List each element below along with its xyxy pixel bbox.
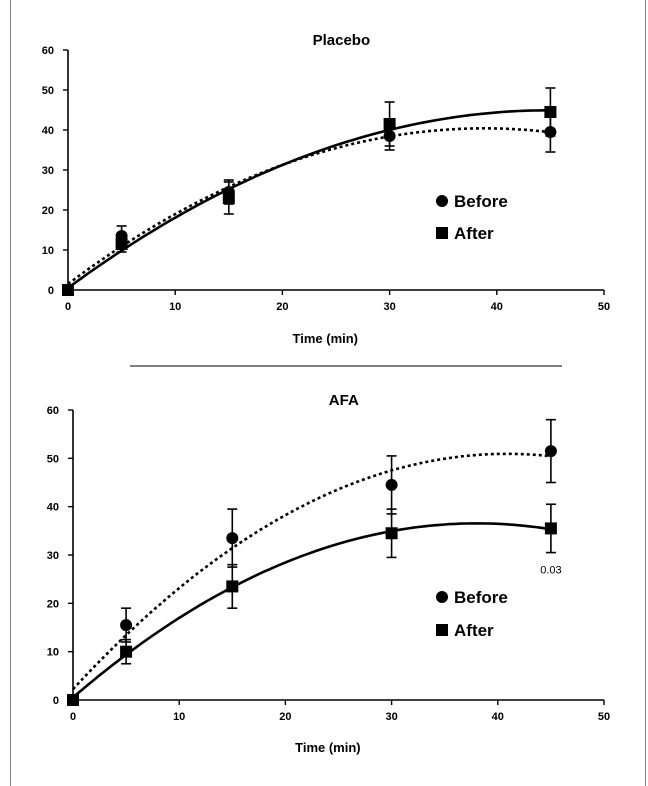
afa-y-tick-label: 30 [47, 550, 59, 562]
placebo-before-legend-label: Before [454, 192, 508, 211]
placebo-after-point [115, 238, 128, 250]
afa-after-legend-marker [436, 624, 448, 636]
afa-x-tick-label: 0 [70, 711, 76, 723]
placebo-panel: 0 10 20 30 40 50 0 10 20 30 40 50 60 Placebo Time (min… [42, 32, 610, 346]
afa-after-point [120, 645, 133, 658]
placebo-y-tick-label: 60 [42, 45, 54, 57]
afa-x-tick-label: 30 [385, 711, 397, 723]
afa-after-point [226, 580, 239, 593]
afa-title: AFA [329, 392, 359, 409]
afa-y-tick-label: 60 [47, 405, 59, 417]
placebo-after-point [544, 106, 557, 118]
afa-x-tick-label: 50 [598, 711, 610, 723]
placebo-after-point [62, 284, 74, 296]
afa-before-legend-marker [436, 591, 448, 603]
afa-after-point [67, 694, 79, 706]
placebo-before-legend-marker [436, 195, 448, 207]
afa-y-tick-label: 20 [47, 598, 59, 610]
afa-y-tick-label: 10 [47, 647, 59, 659]
afa-before-point [544, 445, 557, 458]
afa-y-tick-label: 50 [47, 453, 59, 465]
placebo-x-tick-label: 50 [598, 301, 610, 313]
afa-after-legend-label: After [454, 621, 494, 640]
afa-x-tick-label: 20 [279, 711, 291, 723]
afa-y-tick-label: 40 [47, 502, 59, 514]
afa-y-tick-label: 0 [53, 695, 59, 707]
figure-frame: 0 10 20 30 40 50 0 10 20 30 40 50 60 Placebo Time (min… [10, 0, 646, 786]
placebo-after-legend-marker [436, 227, 448, 239]
placebo-after-point [383, 118, 396, 130]
placebo-y-tick-label: 50 [42, 85, 54, 97]
afa-before-point [226, 532, 239, 545]
placebo-after-fit-line [67, 109, 551, 290]
afa-x-tick-label: 10 [173, 711, 185, 723]
afa-x-axis-label: Time (min) [295, 740, 361, 755]
placebo-x-tick-label: 40 [491, 301, 503, 313]
placebo-y-tick-label: 10 [42, 245, 54, 257]
placebo-x-tick-label: 0 [65, 301, 71, 313]
afa-panel: 0 10 20 30 40 50 0 10 20 30 40 50 60 AFA Time (min) Bef… [47, 392, 610, 755]
placebo-y-tick-label: 40 [42, 125, 54, 137]
afa-after-point [385, 527, 398, 540]
afa-after-point [544, 522, 557, 535]
afa-before-fit-line [72, 452, 552, 691]
afa-x-tick-label: 40 [492, 711, 504, 723]
afa-annotation: 0.03 [540, 565, 561, 577]
placebo-x-tick-label: 30 [383, 301, 395, 313]
placebo-x-tick-label: 10 [169, 301, 181, 313]
afa-before-point [120, 619, 133, 632]
placebo-y-tick-label: 30 [42, 165, 54, 177]
placebo-before-fit-line [67, 126, 551, 285]
afa-before-legend-label: Before [454, 588, 508, 607]
placebo-title: Placebo [313, 32, 371, 49]
placebo-after-point [222, 192, 235, 204]
placebo-y-tick-label: 0 [48, 285, 54, 297]
afa-before-point [385, 478, 398, 491]
afa-after-fit-line [72, 522, 552, 699]
placebo-x-tick-label: 20 [276, 301, 288, 313]
placebo-y-tick-label: 20 [42, 205, 54, 217]
placebo-after-legend-label: After [454, 224, 494, 243]
figure-canvas: 0 10 20 30 40 50 0 10 20 30 40 50 60 Placebo Time (min… [10, 0, 646, 786]
placebo-x-axis-label: Time (min) [293, 331, 359, 346]
